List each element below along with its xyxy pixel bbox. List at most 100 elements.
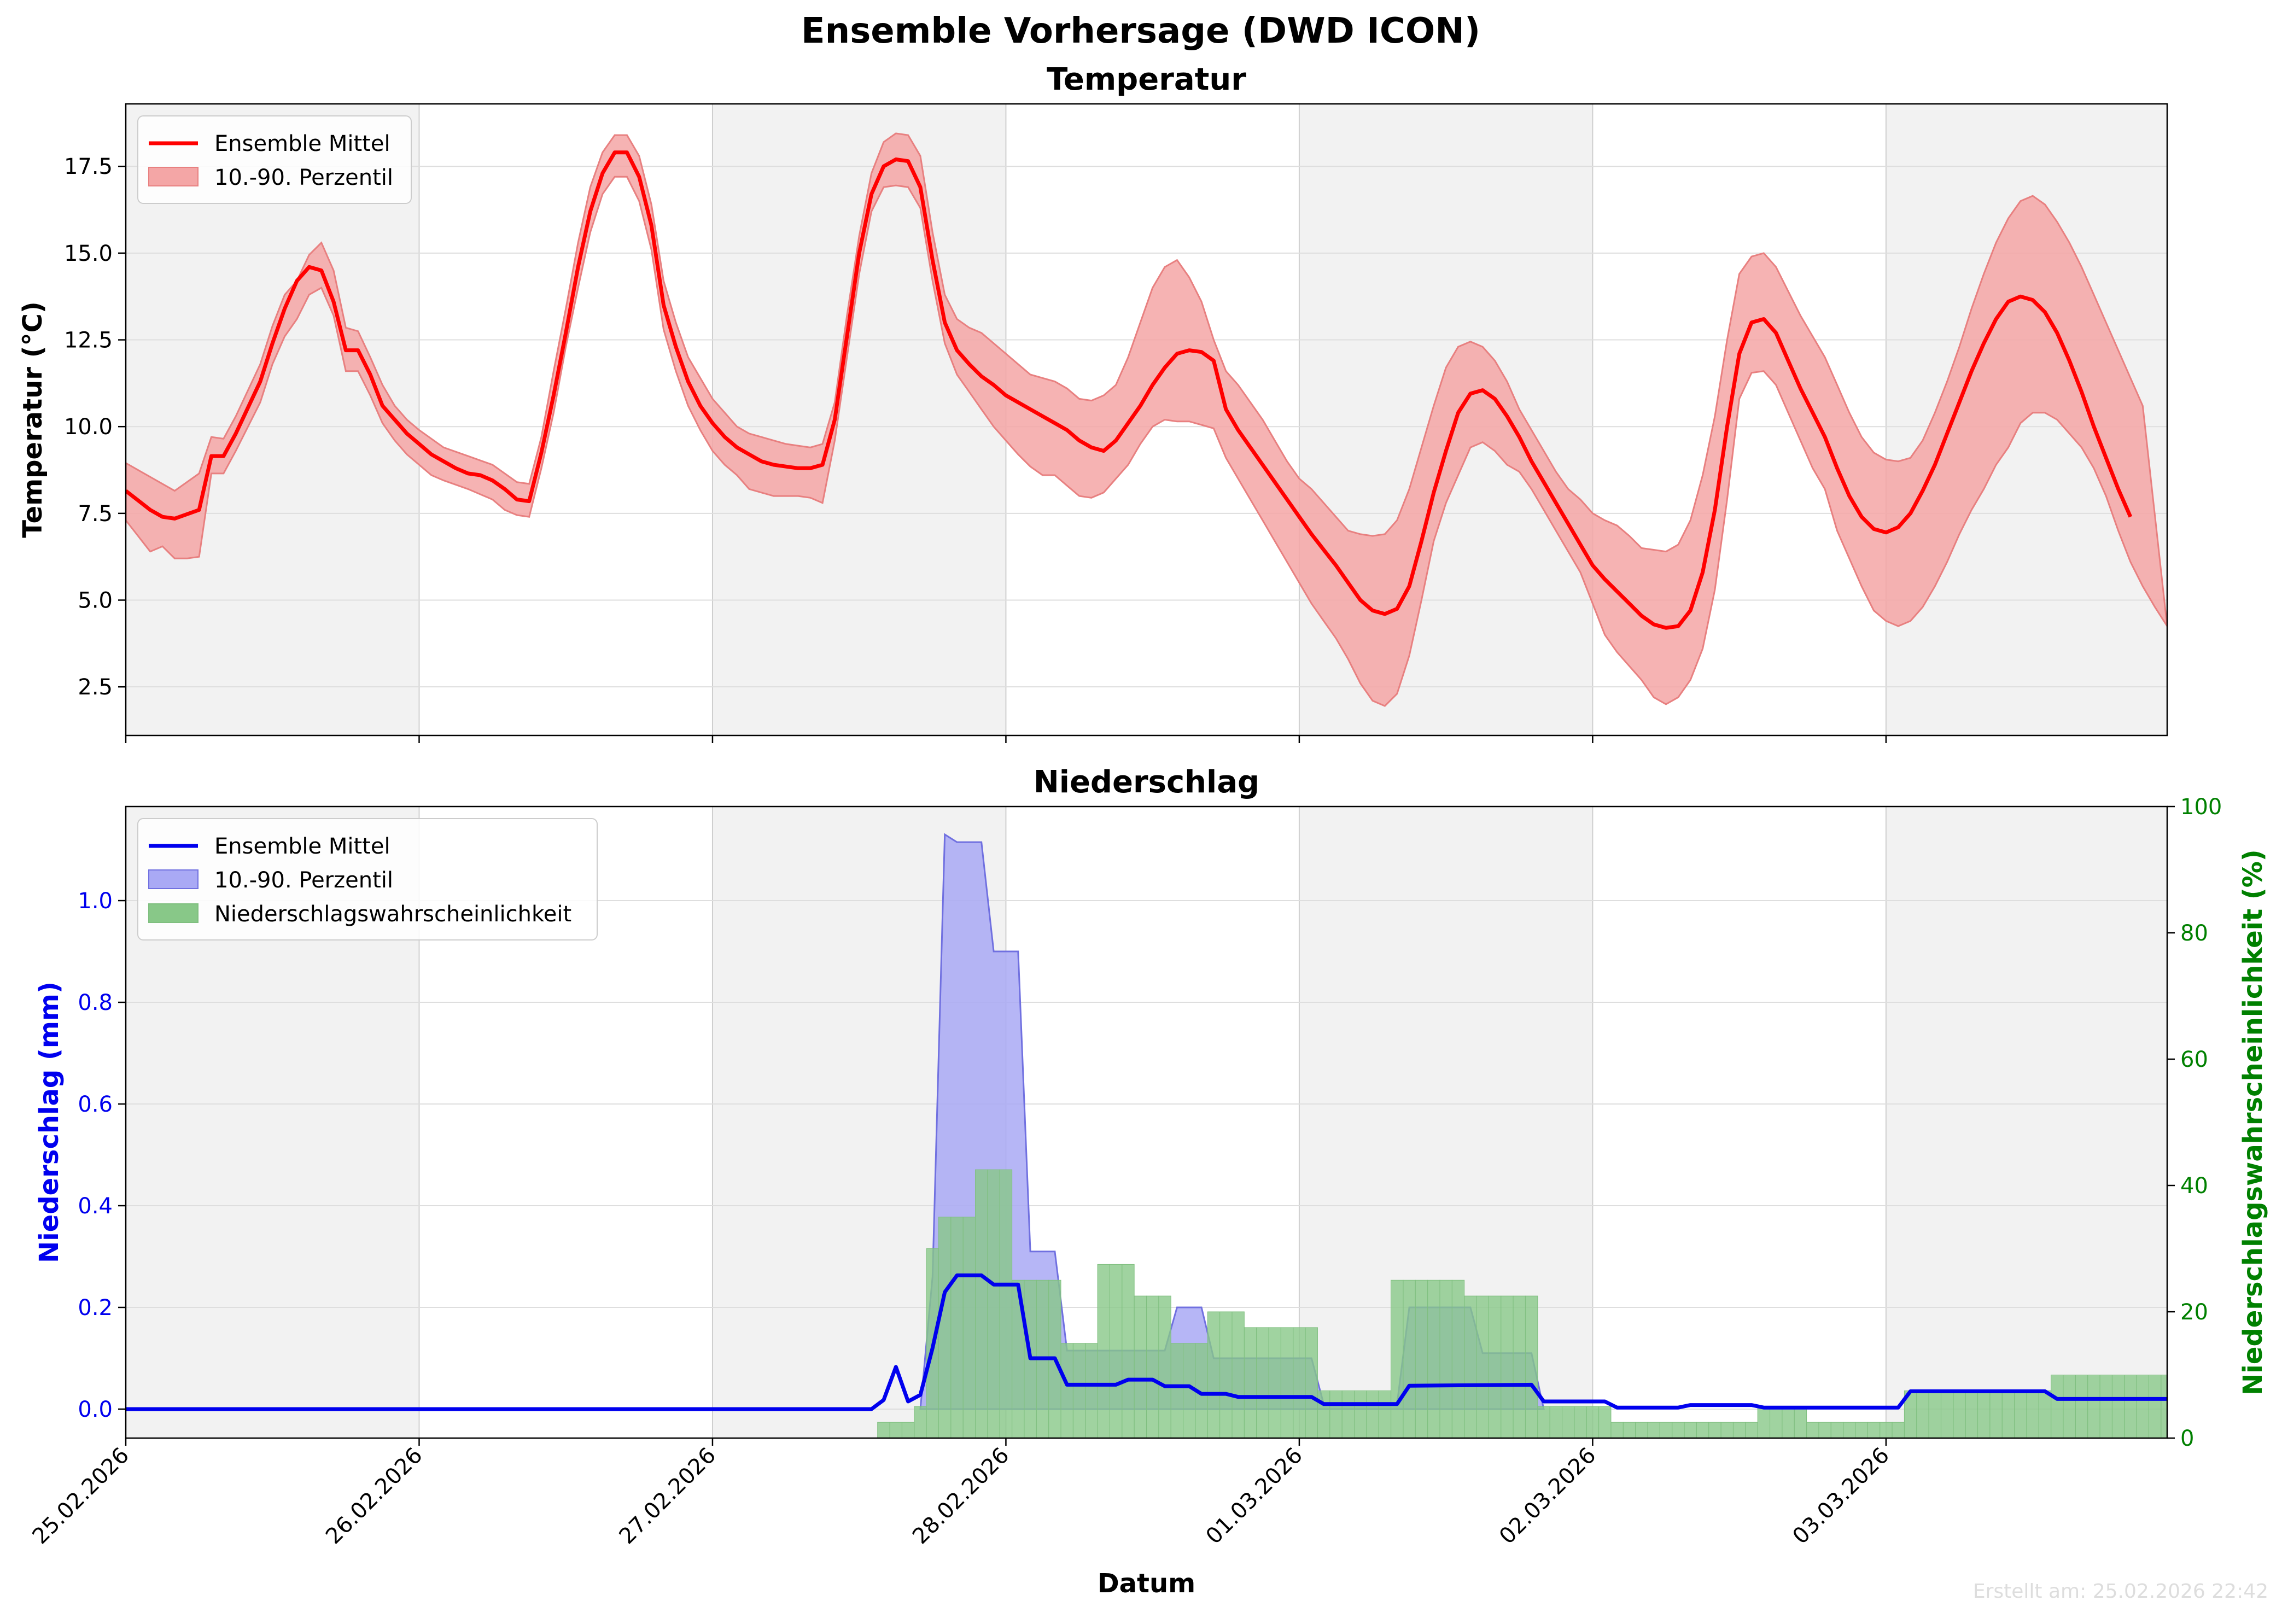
temperature-panel: 2.5 5.0 7.5 10.0 12.5 15.0 17.5 Temperatur Tempe… xyxy=(17,62,2168,743)
probability-bar xyxy=(1855,1422,1868,1438)
probability-bar xyxy=(2136,1375,2149,1438)
probability-bar xyxy=(1501,1295,1514,1438)
probability-bar xyxy=(1635,1422,1648,1438)
probability-bar xyxy=(1341,1390,1355,1438)
figure-title: Ensemble Vorhersage (DWD ICON) xyxy=(801,11,1480,51)
probability-bar xyxy=(1378,1390,1392,1438)
temperature-percentile-band xyxy=(126,132,2167,707)
probability-bar xyxy=(1476,1295,1489,1438)
legend-label: Ensemble Mittel xyxy=(214,834,390,859)
probability-bar xyxy=(1293,1327,1306,1438)
plot-frame xyxy=(125,805,2168,1439)
x-axis-label: Datum xyxy=(1098,1568,1195,1599)
legend-label: 10.-90. Perzentil xyxy=(214,165,393,190)
probability-bar xyxy=(999,1169,1013,1438)
right-tick-label: 100 xyxy=(2180,795,2222,820)
probability-bar xyxy=(2051,1375,2064,1438)
probability-bar xyxy=(2087,1375,2100,1438)
y-tick-label: 5.0 xyxy=(78,588,113,614)
legend-swatch-patch xyxy=(148,903,199,923)
probability-bar xyxy=(1403,1280,1416,1438)
probability-bar xyxy=(1562,1406,1575,1438)
probability-bar xyxy=(2148,1375,2162,1438)
probability-bar xyxy=(1256,1327,1269,1438)
probability-bar xyxy=(877,1422,890,1438)
probability-bar xyxy=(1109,1264,1123,1438)
probability-bar xyxy=(1696,1422,1709,1438)
right-tick-label: 60 xyxy=(2180,1047,2208,1072)
probability-bar xyxy=(1708,1422,1721,1438)
probability-bar xyxy=(1146,1295,1159,1438)
day-shade xyxy=(126,104,419,735)
right-tick-label: 20 xyxy=(2180,1300,2208,1325)
probability-bar xyxy=(1219,1311,1233,1438)
probability-bar xyxy=(2014,1390,2027,1438)
temperature-series xyxy=(126,132,2167,707)
probability-bar xyxy=(1513,1295,1526,1438)
x-tick-label: 03.03.2026 xyxy=(1788,1443,1894,1549)
panel-title: Niederschlag xyxy=(1034,764,1259,800)
probability-bar xyxy=(2111,1375,2125,1438)
probability-bar xyxy=(889,1422,902,1438)
legend-swatch-patch xyxy=(148,167,199,186)
probability-bar xyxy=(1916,1390,1929,1438)
probability-bar xyxy=(1770,1406,1783,1438)
probability-bar xyxy=(1586,1406,1600,1438)
probability-bar xyxy=(938,1217,952,1438)
probability-bar xyxy=(1953,1390,1966,1438)
legend-box xyxy=(137,818,598,940)
probability-bar xyxy=(1354,1390,1367,1438)
y-axis-label: Niederschlag (mm) xyxy=(34,982,65,1263)
probability-bar xyxy=(1232,1311,1245,1438)
day-shade xyxy=(712,104,1006,735)
legend-box xyxy=(137,115,412,204)
x-tick-label: 28.02.2026 xyxy=(908,1443,1014,1549)
probability-bar xyxy=(962,1217,976,1438)
probability-bar xyxy=(1598,1406,1612,1438)
probability-bar xyxy=(914,1406,927,1438)
probability-bar xyxy=(1659,1422,1673,1438)
probability-bar xyxy=(1610,1422,1624,1438)
y-tick-label: 2.5 xyxy=(78,675,113,700)
probability-bar xyxy=(1720,1422,1734,1438)
probability-bar xyxy=(1757,1406,1771,1438)
probability-bar xyxy=(1989,1390,2003,1438)
probability-bar xyxy=(1745,1422,1758,1438)
right-axis-label: Niederschlagswahrscheinlichkeit (%) xyxy=(2238,849,2268,1395)
y-tick-label: 0.0 xyxy=(78,1397,113,1422)
panel-title: Temperatur xyxy=(1047,62,1246,97)
x-tick-label: 01.03.2026 xyxy=(1201,1443,1308,1549)
probability-bar xyxy=(1806,1422,1819,1438)
right-tick-label: 0 xyxy=(2180,1426,2194,1451)
x-tick-label: 25.02.2026 xyxy=(28,1443,134,1549)
probability-bar xyxy=(1439,1280,1452,1438)
x-tick-label: 27.02.2026 xyxy=(615,1443,721,1549)
probability-bar xyxy=(1732,1422,1746,1438)
probability-bar xyxy=(1391,1280,1404,1438)
probability-bar xyxy=(1122,1264,1135,1438)
x-tick-label: 02.03.2026 xyxy=(1495,1443,1601,1549)
precipitation-mean-line xyxy=(126,1273,2167,1411)
y-tick-label: 12.5 xyxy=(64,328,113,353)
probability-bar xyxy=(1892,1422,1905,1438)
y-tick-label: 0.4 xyxy=(78,1194,113,1219)
probability-bar xyxy=(2099,1375,2112,1438)
probability-bar xyxy=(1072,1343,1086,1438)
y-tick-label: 17.5 xyxy=(64,154,113,179)
probability-bar xyxy=(1867,1422,1881,1438)
y-axis-label: Temperatur (°C) xyxy=(17,301,48,538)
probability-bar xyxy=(2038,1390,2052,1438)
probability-bar xyxy=(1940,1390,1954,1438)
probability-bar xyxy=(1415,1280,1428,1438)
legend-swatch-patch xyxy=(148,869,199,889)
probability-bar xyxy=(1928,1390,1941,1438)
probability-bar xyxy=(1085,1343,1098,1438)
probability-bar xyxy=(1818,1422,1831,1438)
probability-bar xyxy=(1427,1280,1440,1438)
legend-label: Ensemble Mittel xyxy=(214,131,390,156)
right-tick-label: 40 xyxy=(2180,1173,2208,1199)
probability-bar xyxy=(1280,1327,1294,1438)
probability-bar xyxy=(1464,1295,1477,1438)
y-tick-label: 1.0 xyxy=(78,889,113,914)
probability-bar xyxy=(1880,1422,1893,1438)
